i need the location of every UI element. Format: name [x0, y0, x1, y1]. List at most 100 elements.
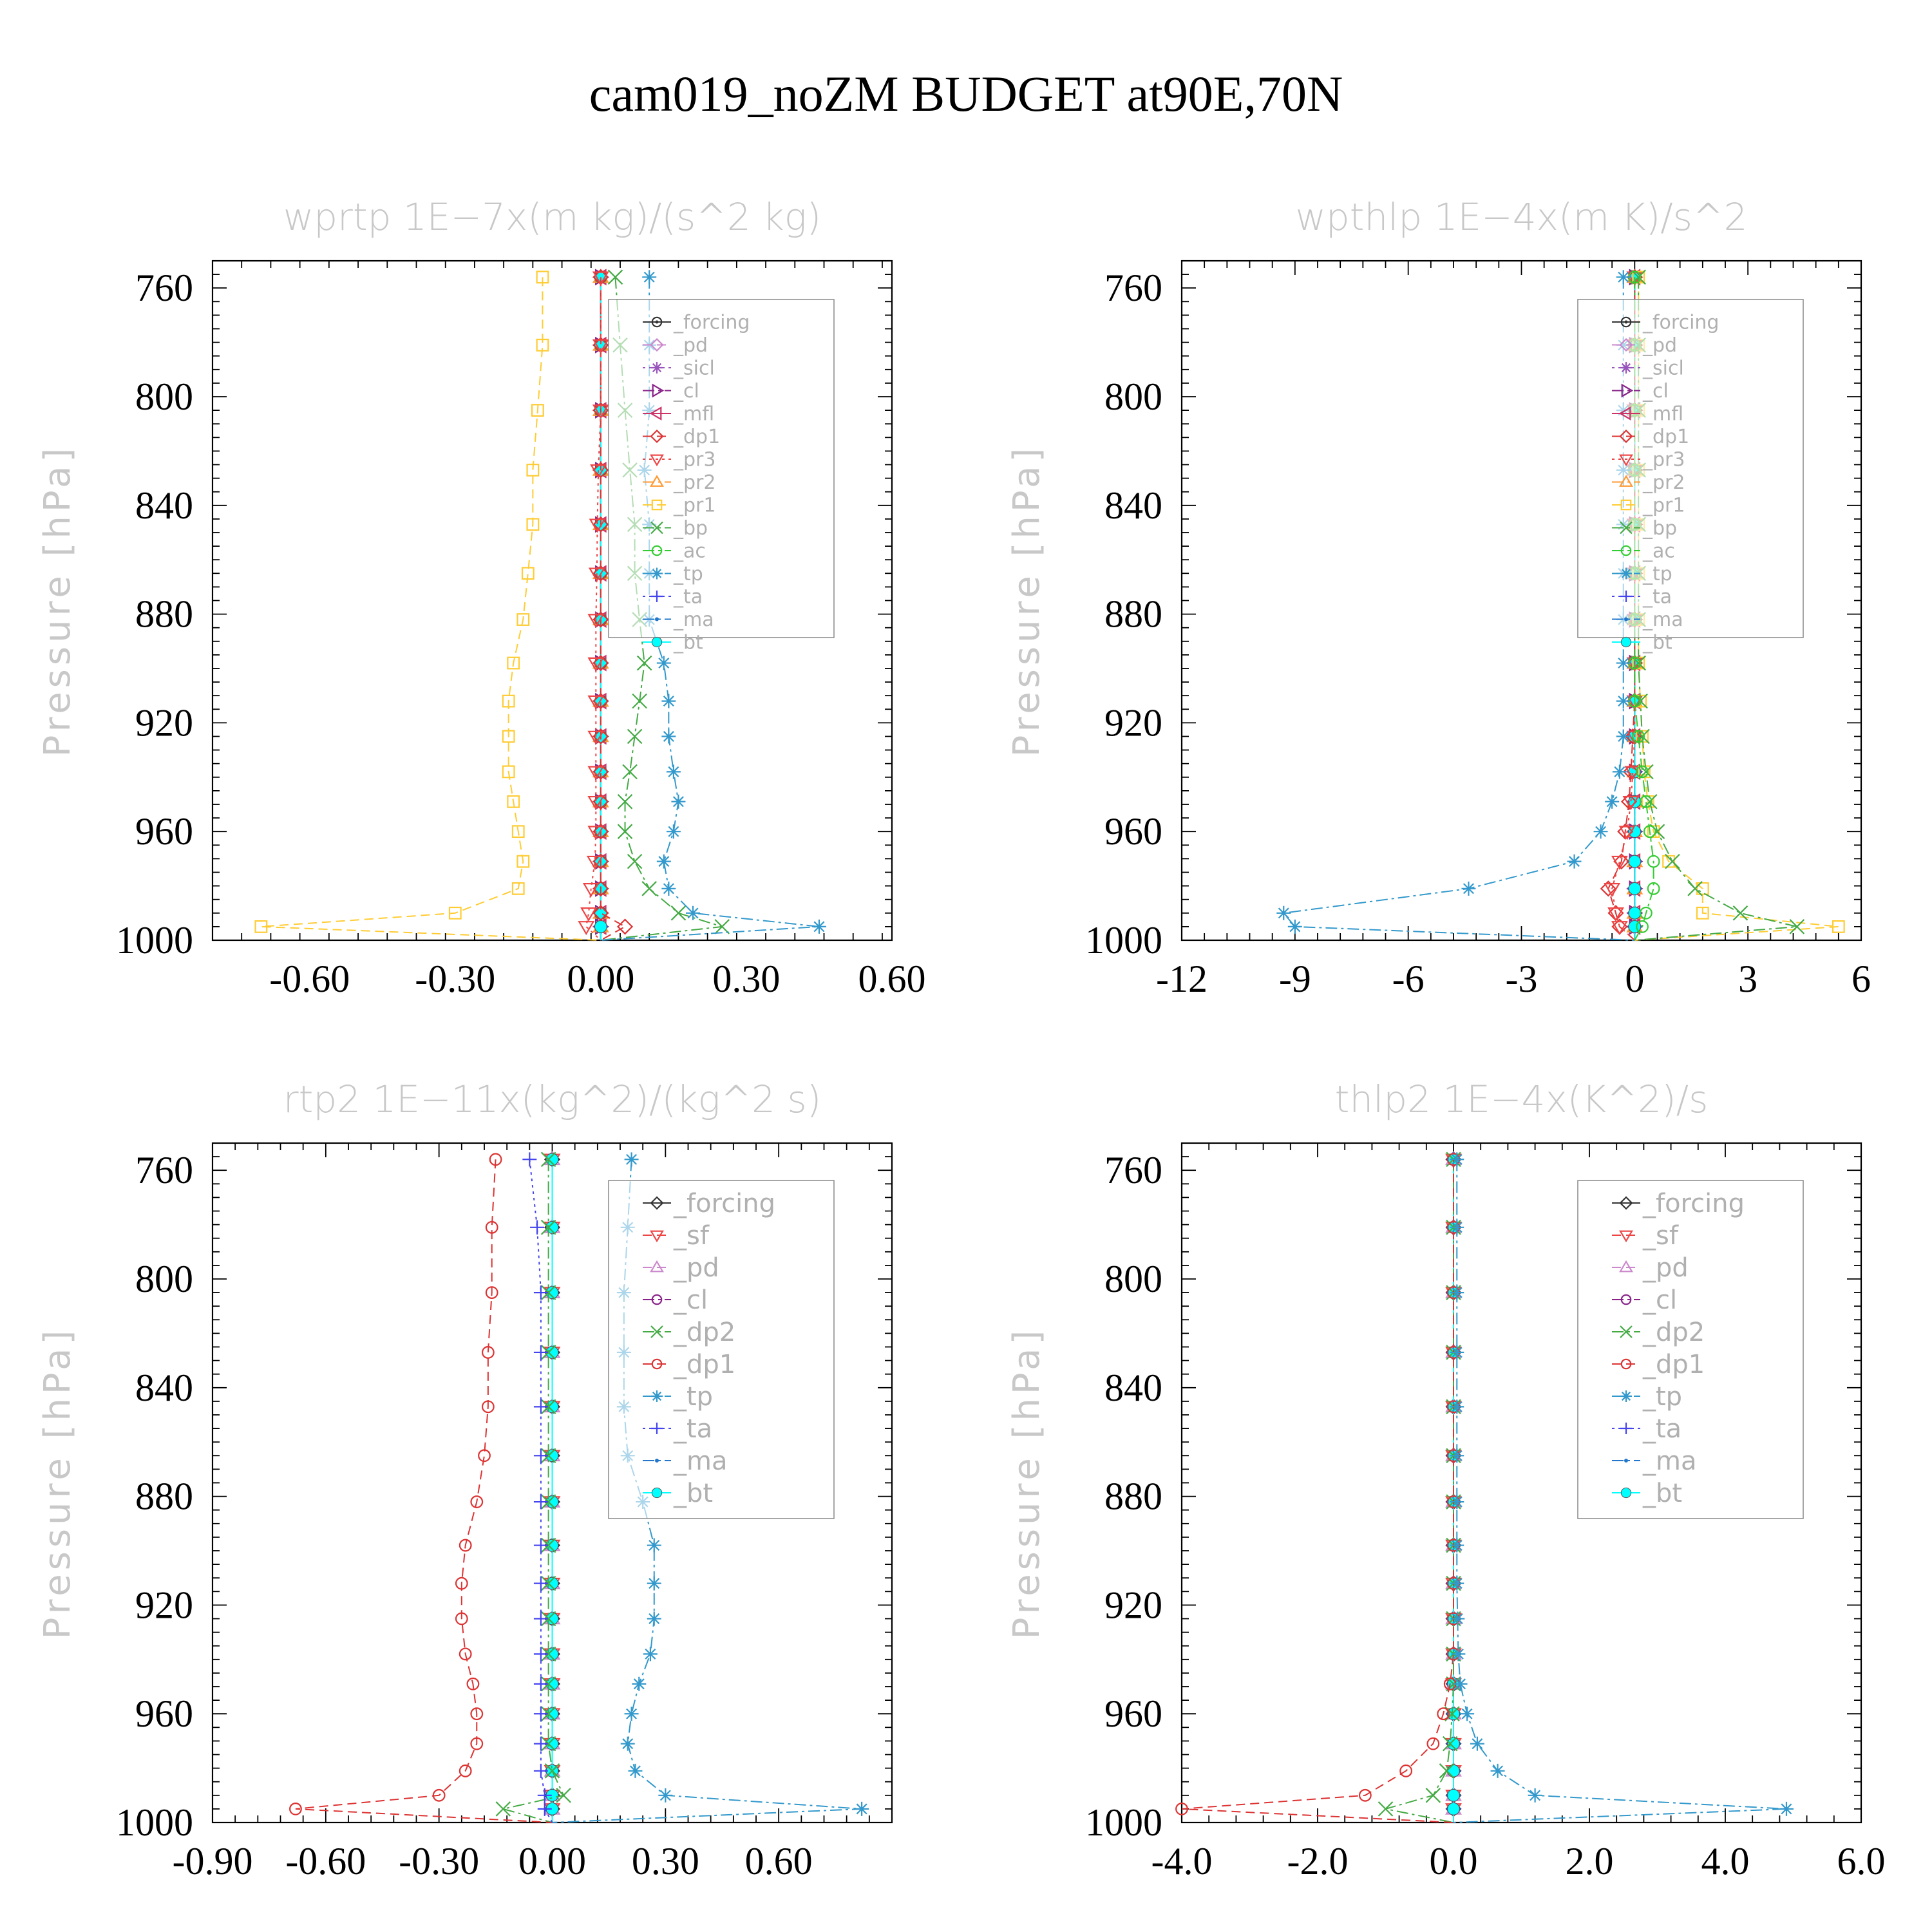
legend-marker [1619, 1196, 1633, 1210]
legend-marker [1620, 1325, 1633, 1338]
y-tick-label: 1000 [116, 1801, 193, 1844]
y-tick-label: 840 [135, 484, 193, 527]
data-point [811, 919, 826, 934]
legend-label: _bt [673, 1479, 713, 1508]
data-point [587, 657, 605, 672]
legend-label: _pd [673, 1253, 719, 1283]
data-point [647, 1576, 661, 1591]
y-tick-label: 840 [135, 1367, 193, 1409]
data-point [502, 730, 515, 743]
y-tick-label: 1000 [1085, 1801, 1162, 1844]
data-point [714, 919, 730, 934]
data-point [592, 565, 609, 582]
data-point [592, 271, 609, 286]
legend-label: _pr3 [673, 449, 715, 471]
data-point [502, 765, 515, 779]
data-point [507, 656, 520, 670]
data-point [540, 1220, 556, 1235]
y-axis-label: Pressure [hPa] [1006, 1327, 1048, 1640]
series-tp [1450, 1152, 1794, 1823]
data-point [533, 1345, 548, 1359]
legend-marker [651, 1294, 663, 1305]
data-point [587, 730, 605, 745]
series-dp1 [1175, 1153, 1460, 1823]
data-point [1567, 854, 1582, 869]
x-tick-label: -12 [1156, 958, 1208, 1000]
x-tick-label: 0 [1625, 958, 1644, 1000]
data-point [489, 1153, 502, 1166]
data-point [592, 655, 609, 672]
data-point [580, 907, 597, 922]
panel-2: wpthlp 1E−4x(m K)/s^2 Pressure [hPa] 760 80… [1006, 195, 1871, 1000]
data-point [587, 614, 605, 629]
data-point [624, 1707, 639, 1721]
data-point [1470, 1736, 1484, 1751]
legend-marker-dot [655, 320, 659, 324]
x-tick-label: 2.0 [1566, 1840, 1614, 1882]
legend-marker [1620, 316, 1632, 328]
x-tick-label: -0.30 [399, 1840, 479, 1882]
data-point [478, 1449, 491, 1463]
legend-marker [1618, 406, 1631, 421]
data-point [1447, 1803, 1460, 1815]
legend-marker [1619, 429, 1633, 444]
data-point [540, 1151, 556, 1168]
data-point [1460, 1707, 1475, 1721]
series-line [295, 1159, 553, 1823]
data-point [540, 1399, 556, 1415]
data-point [622, 764, 638, 780]
legend-label: _ma [673, 1446, 727, 1476]
legend-marker [651, 636, 663, 648]
series-pr3 [578, 271, 609, 941]
data-point [544, 1763, 560, 1779]
data-point [481, 1346, 495, 1359]
y-tick-label: 960 [1104, 1692, 1162, 1735]
data-point [1439, 1763, 1455, 1779]
data-point [470, 1495, 484, 1508]
series-ta [522, 1152, 553, 1823]
data-point [627, 853, 643, 869]
legend-label: _forcing [673, 1189, 775, 1218]
data-point [592, 462, 609, 478]
data-point [594, 920, 607, 933]
data-point [526, 518, 540, 531]
legend-marker [1620, 1423, 1632, 1434]
data-point [1450, 1152, 1464, 1167]
legend-marker [651, 1423, 663, 1434]
y-tick-label: 920 [1104, 701, 1162, 744]
data-point [1450, 1220, 1464, 1235]
legend-marker [1620, 362, 1632, 374]
data-point [1442, 1736, 1458, 1752]
data-point [1696, 906, 1709, 920]
data-point [540, 1537, 556, 1553]
data-point [617, 824, 633, 839]
y-tick-label: 920 [1104, 1584, 1162, 1626]
legend-marker-dot [1624, 320, 1628, 324]
legend-marker [650, 454, 664, 467]
data-point [1628, 825, 1642, 838]
y-tick-label: 960 [135, 810, 193, 853]
series-dp2 [1378, 1151, 1461, 1823]
data-point [607, 269, 623, 285]
data-point [448, 906, 462, 920]
data-point [658, 1788, 673, 1803]
data-point [1175, 1802, 1188, 1815]
x-tick-label: -3 [1506, 958, 1538, 1000]
data-point [1607, 907, 1624, 922]
legend-marker [650, 1230, 664, 1243]
legend-label: _ta [673, 1414, 712, 1444]
legend-marker [650, 1260, 664, 1273]
data-point [1287, 919, 1302, 934]
figure-title: cam019_noZM BUDGET at90E,70N [589, 66, 1343, 122]
data-point [1624, 728, 1641, 745]
data-point [540, 1494, 556, 1510]
data-point [627, 728, 643, 744]
x-tick-label: 0.30 [712, 958, 780, 1000]
y-tick-label: 760 [135, 267, 193, 309]
series-line [1385, 1159, 1454, 1823]
legend-box [1577, 1180, 1804, 1519]
data-point [1628, 906, 1642, 920]
panel-4: thlp2 1E−4x(K^2)/s Pressure [hPa] 760 800 84… [1006, 1077, 1886, 1882]
x-tick-label: 6 [1852, 958, 1871, 1000]
data-point [540, 1706, 556, 1721]
